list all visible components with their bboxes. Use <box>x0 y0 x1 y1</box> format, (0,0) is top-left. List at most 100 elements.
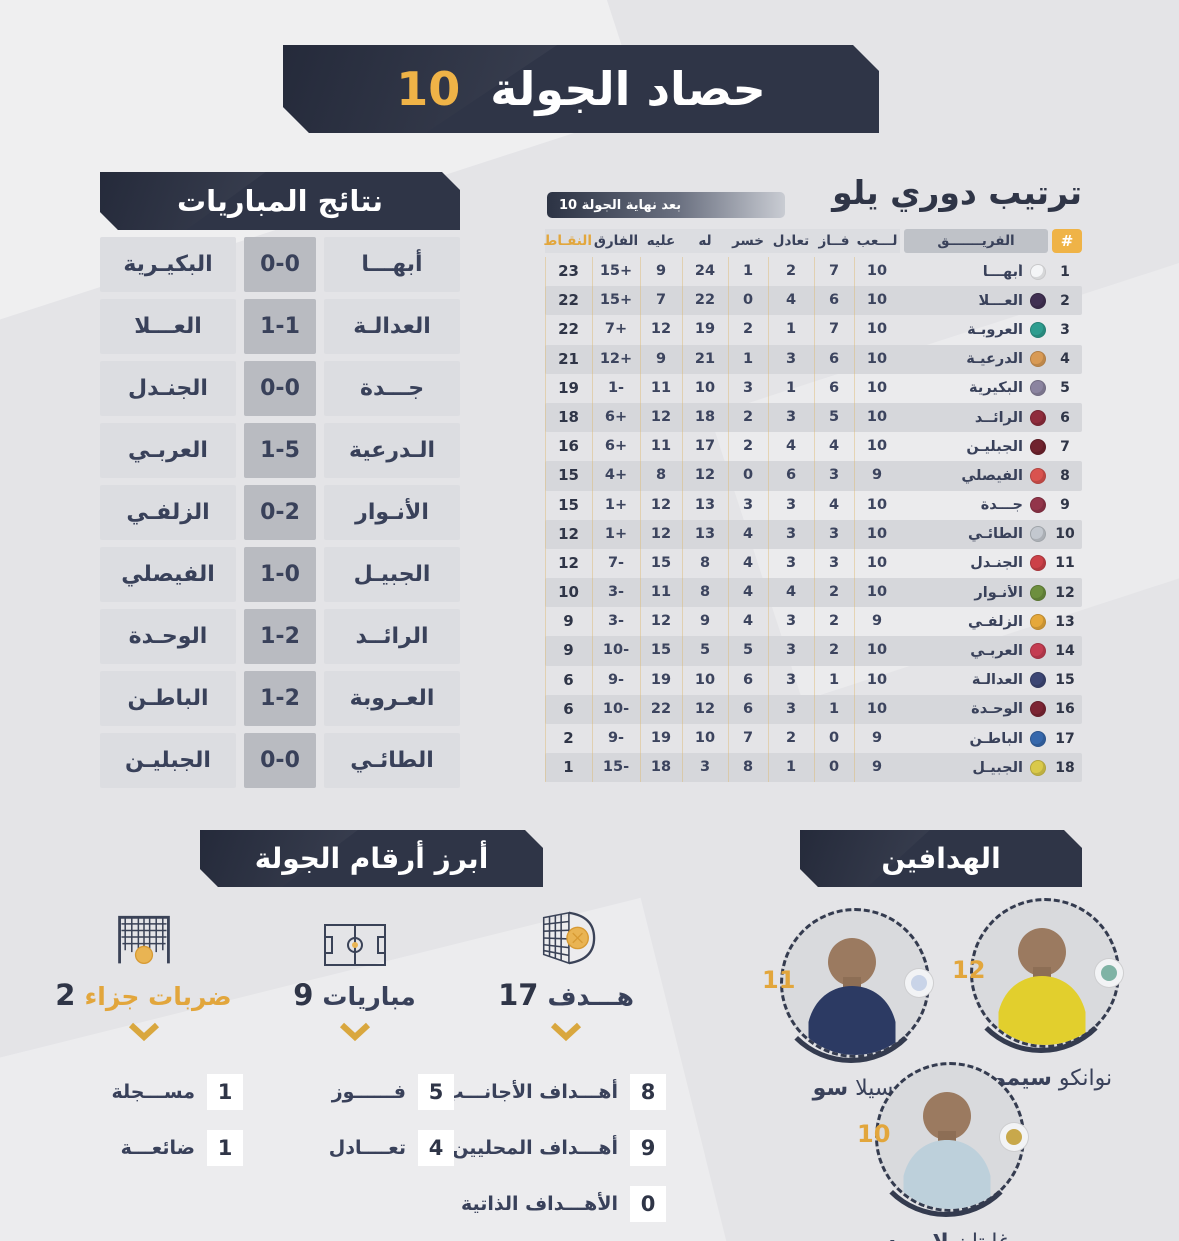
team-name: جـــدة <box>980 497 1023 514</box>
rank-cell: 11 <box>1055 555 1075 572</box>
match-score: 0-2 <box>244 485 316 540</box>
diff-cell: 7- <box>592 549 640 578</box>
table-row: 18 الجبيـل 9 0 1 8 3 18 15- 1 <box>545 753 1082 783</box>
won-cell: 3 <box>814 549 854 578</box>
club-badge-icon <box>1030 555 1046 572</box>
match-row: الطائـي 0-0 الجبليـن <box>100 733 460 788</box>
scorer-goals: 10 <box>857 1120 891 1148</box>
standings-title: ترتيب دوري يلو <box>832 173 1082 212</box>
stat-sub-row: 9 أهـــداف المحليين <box>452 1130 672 1171</box>
table-row: 15 العدالـة 10 1 3 6 10 19 9- 6 <box>545 666 1082 695</box>
table-row: 12 الأنـوار 10 2 4 4 8 11 3- 10 <box>545 578 1082 608</box>
drawn-cell: 2 <box>768 724 814 753</box>
home-team: الأنـوار <box>324 485 460 540</box>
match-score: 1-5 <box>244 423 316 478</box>
lost-cell: 0 <box>728 461 768 490</box>
scorer-last-name: لابورد <box>886 1230 948 1241</box>
goals-for-cell: 24 <box>682 257 728 286</box>
played-cell: 10 <box>854 345 900 374</box>
stat-sub-list: 1 مســـجلة 1 ضائعـــة <box>38 1054 249 1171</box>
team-cell: العدالـة <box>900 672 1048 689</box>
won-cell: 4 <box>814 491 854 520</box>
drawn-cell: 4 <box>768 432 814 461</box>
rank-cell: 16 <box>1055 701 1075 718</box>
diff-cell: 4+ <box>592 461 640 490</box>
away-team: البكيـرية <box>100 237 236 292</box>
won-cell: 2 <box>814 578 854 607</box>
match-row: العـروبة 1-2 الباطـن <box>100 671 460 726</box>
goals-against-cell: 11 <box>640 432 682 461</box>
match-row: الجبيـل 1-0 الفيصلي <box>100 547 460 602</box>
rank-cell: 12 <box>1055 584 1075 601</box>
stat-icon <box>322 902 388 968</box>
rank-cell: 4 <box>1060 351 1070 368</box>
goals-for-cell: 8 <box>682 578 728 607</box>
team-name: الزلفـي <box>968 613 1023 630</box>
diff-cell: 10- <box>592 695 640 724</box>
won-cell: 5 <box>814 403 854 432</box>
home-team: الرائــد <box>324 609 460 664</box>
points-cell: 9 <box>545 636 592 665</box>
standings-subtitle-badge: بعد نهاية الجولة 10 <box>547 192 785 218</box>
team-name: الفيصلي <box>961 467 1023 484</box>
header-rank: # <box>1052 229 1082 253</box>
club-badge-icon <box>1030 263 1046 280</box>
points-cell: 21 <box>545 345 592 374</box>
scorer-photo <box>780 908 930 1058</box>
team-cell: العربـي <box>900 643 1048 660</box>
scorer-last-name: سو <box>812 1076 849 1101</box>
page-title: حصاد الجولة 10 <box>396 62 766 116</box>
rank-cell: 13 <box>1055 613 1075 630</box>
won-cell: 6 <box>814 286 854 315</box>
diff-cell: 15+ <box>592 286 640 315</box>
stat-sub-label: فــــــوز <box>331 1081 406 1103</box>
goals-against-cell: 7 <box>640 286 682 315</box>
diff-cell: 10- <box>592 636 640 665</box>
away-team: العـــلا <box>100 299 236 354</box>
table-row: 2 العـــلا 10 6 4 0 22 7 15+ 22 <box>545 286 1082 316</box>
stat-sub-row: 1 ضائعـــة <box>38 1130 249 1171</box>
stat-sub-list: 5 فــــــوز 4 تعــــادل <box>249 1054 460 1171</box>
team-cell: الدرعيـة <box>900 351 1048 368</box>
goals-for-cell: 12 <box>682 695 728 724</box>
standings-table: # الفريـــــــق لـــعب فــاز تعادل خسر ل… <box>543 227 1082 783</box>
stat-icon <box>534 902 598 968</box>
team-cell: الوحـدة <box>900 701 1048 718</box>
club-badge-icon <box>1030 643 1046 660</box>
team-cell: الفيصلي <box>900 467 1048 484</box>
table-row: 13 الزلفـي 9 2 3 4 9 12 3- 9 <box>545 607 1082 636</box>
scorer-photo-frame: 10 <box>857 1062 1029 1217</box>
played-cell: 9 <box>854 607 900 636</box>
club-badge-icon <box>1030 380 1046 397</box>
match-score: 0-0 <box>244 733 316 788</box>
points-cell: 22 <box>545 315 592 344</box>
table-row: 5 البكيرية 10 6 1 3 10 11 1- 19 <box>545 374 1082 403</box>
team-name: أبهـــا <box>982 263 1023 280</box>
diff-cell: 6+ <box>592 432 640 461</box>
standings-section: ترتيب دوري يلو بعد نهاية الجولة 10 # الف… <box>543 173 1082 783</box>
rank-cell: 14 <box>1055 643 1075 660</box>
home-team: العدالـة <box>324 299 460 354</box>
team-name: الجبيـل <box>972 759 1023 776</box>
goals-for-cell: 22 <box>682 286 728 315</box>
scorer-club-badge-icon <box>904 968 934 998</box>
played-cell: 10 <box>854 636 900 665</box>
goals-for-cell: 10 <box>682 374 728 403</box>
drawn-cell: 3 <box>768 695 814 724</box>
home-team: العـروبة <box>324 671 460 726</box>
won-cell: 1 <box>814 695 854 724</box>
goals-for-cell: 10 <box>682 666 728 695</box>
goals-for-cell: 3 <box>682 753 728 782</box>
stat-sub-label: الأهـــداف الذاتية <box>460 1193 618 1215</box>
played-cell: 10 <box>854 666 900 695</box>
diff-cell: 7+ <box>592 315 640 344</box>
stat-label: ضربات جزاء <box>84 982 232 1011</box>
goals-against-cell: 15 <box>640 549 682 578</box>
match-score: 1-0 <box>244 547 316 602</box>
scorer-goals: 11 <box>762 966 796 994</box>
lost-cell: 3 <box>728 491 768 520</box>
team-cell: الباطـن <box>900 730 1048 747</box>
stat-icon <box>113 902 175 968</box>
main-title-banner: حصاد الجولة 10 <box>283 45 879 133</box>
